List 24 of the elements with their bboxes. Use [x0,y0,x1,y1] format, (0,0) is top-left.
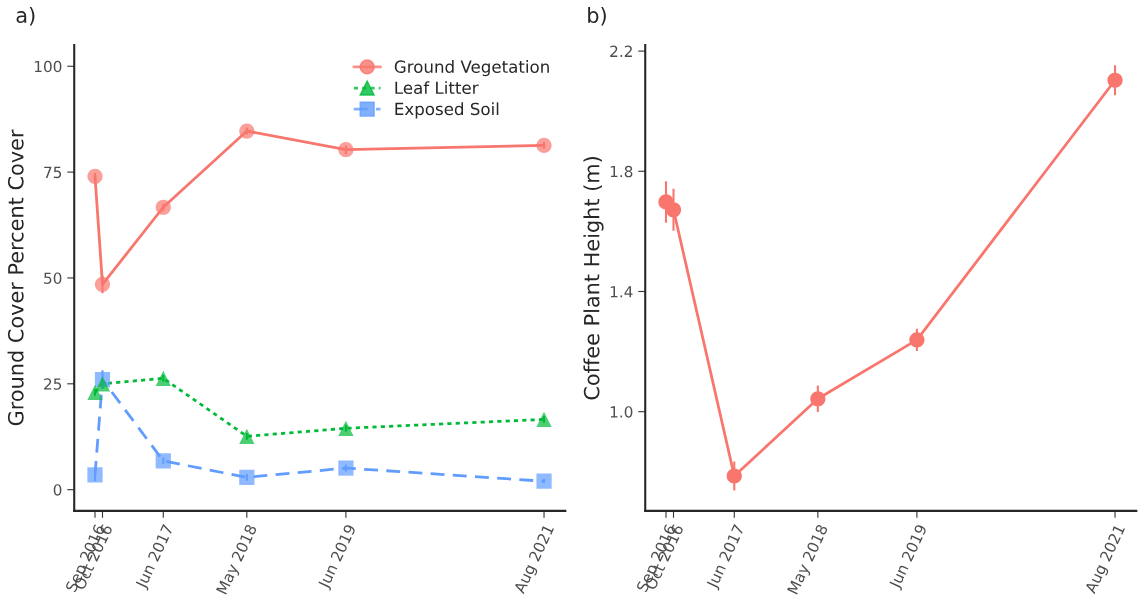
legend-label: Leaf Litter [395,81,479,95]
y-tick-label: 1.8 [610,165,633,178]
y-tick-label: 25 [44,378,62,390]
x-tick-label: Jun 2017 [705,523,748,591]
y-tick-label: 2.2 [610,45,632,57]
chart-title: b) [588,6,606,26]
x-tick-label: May 2018 [215,523,260,596]
x-tick-label: Aug 2021 [1084,524,1128,596]
y-tick-label: 100 [34,60,62,73]
y-axis-title: Coffee Plant Height (m) [583,157,604,400]
y-tick-label: 1.4 [610,286,633,298]
legend-label: Ground Vegetation [394,60,549,77]
x-tick-label: Aug 2021 [513,524,557,596]
x-tick-label: Jun 2019 [888,523,930,591]
y-axis-title: Ground Cover Percent Cover [7,129,24,426]
y-tick-label: 50 [44,272,62,284]
y-tick-label: 0 [53,484,62,496]
legend-label: Exposed Soil [395,102,499,119]
chart-title: a) [16,6,35,26]
y-tick-label: 75 [44,166,62,179]
x-tick-label: Jun 2017 [134,523,177,591]
y-tick-label: 1.0 [610,406,633,418]
x-tick-label: Jun 2019 [317,523,359,591]
x-tick-label: May 2018 [786,523,831,596]
